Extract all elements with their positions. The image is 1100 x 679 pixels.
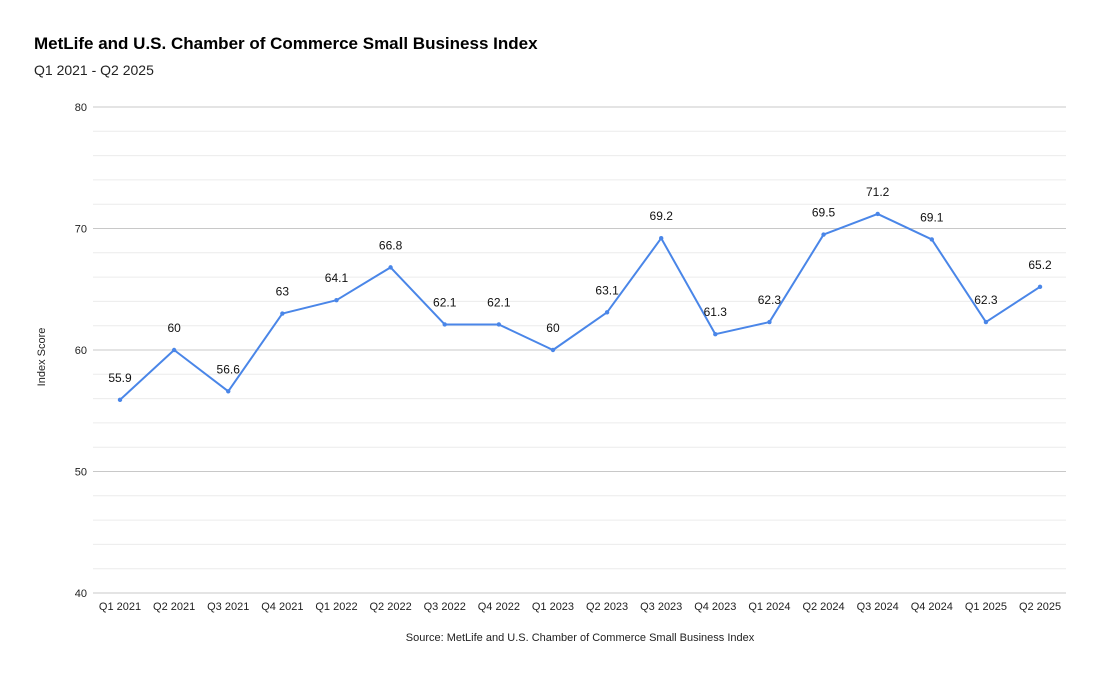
y-axis-title: Index Score — [36, 328, 48, 387]
data-label: 55.9 — [108, 371, 132, 385]
data-label: 69.5 — [812, 206, 836, 220]
data-label: 60 — [167, 321, 181, 335]
series-line — [119, 212, 1041, 401]
data-label: 62.1 — [433, 295, 457, 309]
data-point — [280, 311, 285, 316]
x-axis-ticks: Q1 2021 Q2 2021 Q3 2021 Q4 2021 Q1 2022 Q2 20… — [99, 601, 1061, 613]
x-tick-label: Q3 2024 — [857, 601, 899, 613]
data-label: 69.1 — [920, 210, 944, 224]
data-point — [875, 211, 880, 217]
data-point — [334, 297, 339, 303]
data-label: 61.3 — [704, 305, 728, 319]
x-tick-label: Q3 2022 — [424, 601, 466, 613]
x-tick-label: Q4 2022 — [478, 601, 520, 613]
x-tick-label: Q3 2021 — [207, 601, 249, 613]
y-tick-label: 50 — [75, 467, 87, 479]
data-label: 56.6 — [217, 362, 241, 376]
data-label: 71.2 — [866, 185, 890, 199]
y-tick-label: 70 — [75, 224, 87, 236]
x-tick-label: Q1 2025 — [965, 601, 1007, 613]
chart-title: MetLife and U.S. Chamber of Commerce Sma… — [34, 34, 538, 53]
x-axis-title: Source: MetLife and U.S. Chamber of Comm… — [406, 632, 755, 644]
data-point — [821, 232, 826, 237]
x-tick-label: Q4 2023 — [694, 601, 736, 613]
data-point — [388, 265, 393, 270]
data-label: 69.2 — [650, 209, 674, 223]
x-tick-label: Q2 2022 — [369, 601, 411, 613]
x-tick-label: Q2 2024 — [802, 601, 844, 613]
y-axis-ticks: 40 50 60 70 80 — [75, 102, 87, 600]
chart-subtitle: Q1 2021 - Q2 2025 — [34, 62, 154, 78]
x-tick-label: Q4 2024 — [911, 601, 953, 613]
data-point — [713, 332, 718, 337]
y-tick-label: 60 — [75, 345, 87, 357]
data-point — [442, 322, 447, 327]
data-label: 63 — [276, 285, 290, 299]
x-tick-label: Q1 2023 — [532, 601, 574, 613]
data-label: 60 — [546, 321, 560, 335]
data-point — [659, 236, 664, 241]
data-point — [767, 319, 772, 325]
data-point — [550, 347, 556, 353]
x-tick-label: Q1 2022 — [315, 601, 357, 613]
y-tick-label: 80 — [75, 102, 87, 114]
data-point — [171, 347, 177, 353]
x-tick-label: Q3 2023 — [640, 601, 682, 613]
data-point — [929, 237, 934, 242]
data-label: 65.2 — [1028, 258, 1052, 272]
x-tick-label: Q2 2021 — [153, 601, 195, 613]
x-tick-label: Q4 2021 — [261, 601, 303, 613]
data-point — [1037, 284, 1043, 290]
data-point — [117, 397, 123, 403]
y-tick-label: 40 — [75, 588, 87, 600]
data-point — [983, 319, 989, 325]
data-label: 62.3 — [974, 293, 998, 307]
data-label: 62.3 — [758, 293, 782, 307]
data-labels: 55.9 60 56.6 63 64.1 66.8 62.1 62.1 60 63.1 69.2 61… — [108, 185, 1052, 385]
data-label: 64.1 — [325, 271, 349, 285]
series-layer — [117, 211, 1043, 403]
x-tick-label: Q2 2025 — [1019, 601, 1061, 613]
gridlines — [93, 106, 1066, 594]
x-tick-label: Q2 2023 — [586, 601, 628, 613]
x-tick-label: Q1 2021 — [99, 601, 141, 613]
data-point — [496, 322, 502, 327]
data-label: 66.8 — [379, 238, 403, 252]
data-point — [604, 310, 610, 315]
data-label: 62.1 — [487, 295, 511, 309]
x-tick-label: Q1 2024 — [748, 601, 790, 613]
data-label: 63.1 — [595, 283, 619, 297]
data-point — [226, 389, 231, 394]
